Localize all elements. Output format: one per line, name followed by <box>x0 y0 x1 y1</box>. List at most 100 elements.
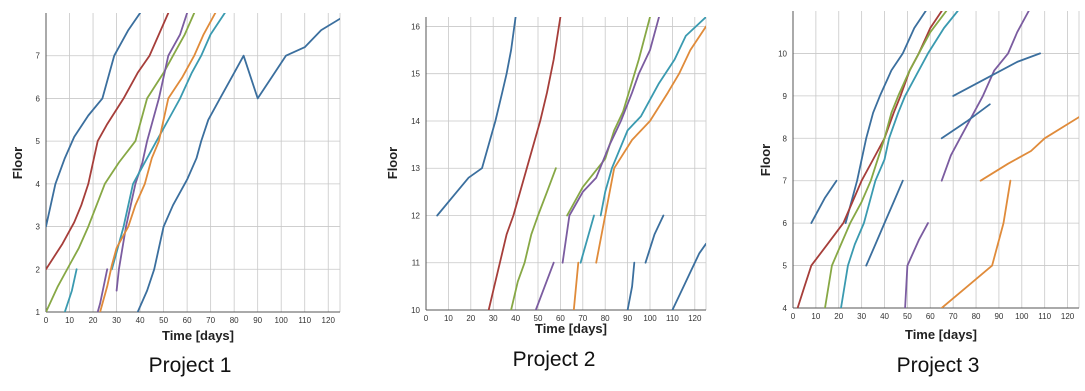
series-line-7 <box>671 242 706 310</box>
x-axis-label: Time [days] <box>162 328 234 343</box>
x-tick-label: 0 <box>44 316 49 325</box>
y-tick-label: 1 <box>36 308 41 317</box>
y-tick-label: 4 <box>783 304 788 313</box>
x-tick-label: 50 <box>534 314 543 323</box>
y-tick-label: 12 <box>411 211 420 220</box>
series-line-6 <box>940 103 991 140</box>
x-tick-label: 110 <box>1038 312 1051 321</box>
series-line-7 <box>626 261 636 310</box>
x-tick-label: 40 <box>511 314 520 323</box>
x-tick-label: 60 <box>926 312 935 321</box>
x-tick-label: 60 <box>183 316 192 325</box>
series-line-6 <box>595 25 706 264</box>
series-line-4 <box>96 268 109 312</box>
x-tick-label: 90 <box>994 312 1003 321</box>
series-line-4 <box>940 11 1030 182</box>
series-line-3 <box>46 13 196 312</box>
series-line-5 <box>111 13 226 271</box>
x-tick-label: 60 <box>556 314 565 323</box>
series-line-1 <box>436 17 517 217</box>
x-axis-label: Time [days] <box>905 327 977 342</box>
y-tick-label: 6 <box>36 94 41 103</box>
x-tick-label: 80 <box>972 312 981 321</box>
series-line-7 <box>940 179 1012 308</box>
y-axis-label: Floor <box>10 147 25 180</box>
series-line-7 <box>644 214 665 264</box>
series-group <box>436 17 706 310</box>
chart-project-3: 0 10 20 30 40 50 60 70 80 90 100 110 120 4 5 6 7 8 9 10 Time… <box>758 11 1080 342</box>
y-tick-label: 10 <box>778 49 787 58</box>
series-line-4 <box>534 261 555 310</box>
x-tick-label: 30 <box>489 314 498 323</box>
x-tick-label: 80 <box>601 314 610 323</box>
series-line-4 <box>904 222 929 308</box>
series-line-7 <box>136 17 340 312</box>
x-tick-label: 10 <box>811 312 820 321</box>
x-tick-label: 20 <box>834 312 843 321</box>
x-tick-label: 10 <box>65 316 74 325</box>
x-tick-label: 0 <box>424 314 429 323</box>
series-line-2 <box>487 17 562 310</box>
series-line-5 <box>63 268 78 312</box>
series-line-3 <box>824 11 948 308</box>
x-tick-label: 100 <box>1015 312 1029 321</box>
y-tick-label: 6 <box>783 219 788 228</box>
y-tick-label: 15 <box>411 70 420 79</box>
y-tick-label: 4 <box>36 180 41 189</box>
x-tick-label: 70 <box>578 314 587 323</box>
series-line-7 <box>979 116 1079 182</box>
y-tick-label: 16 <box>411 22 420 31</box>
x-tick-label: 100 <box>643 314 657 323</box>
series-line-1 <box>844 11 927 225</box>
y-tick-label: 5 <box>783 262 788 271</box>
x-tick-label: 40 <box>136 316 145 325</box>
x-tick-label: 50 <box>159 316 168 325</box>
x-tick-label: 30 <box>857 312 866 321</box>
x-tick-label: 70 <box>206 316 215 325</box>
y-tick-label: 7 <box>783 177 788 186</box>
series-group <box>46 13 340 312</box>
x-tick-label: 30 <box>112 316 121 325</box>
series-line-3 <box>566 17 651 217</box>
series-group <box>796 11 1079 308</box>
y-tick-label: 8 <box>783 134 788 143</box>
x-axis-label: Time [days] <box>535 321 607 336</box>
series-line-4 <box>561 17 660 264</box>
y-tick-label: 10 <box>411 306 420 315</box>
x-tick-label: 0 <box>791 312 796 321</box>
series-line-5 <box>840 11 959 308</box>
series-line-6 <box>572 261 580 310</box>
x-tick-label: 80 <box>230 316 239 325</box>
x-tick-label: 40 <box>880 312 889 321</box>
x-tick-label: 90 <box>623 314 632 323</box>
x-tick-label: 50 <box>903 312 912 321</box>
y-tick-label: 14 <box>411 117 420 126</box>
grid <box>425 17 707 311</box>
caption-project-2: Project 2 <box>513 348 596 371</box>
series-line-5 <box>599 17 706 217</box>
caption-project-3: Project 3 <box>897 354 980 377</box>
y-tick-label: 7 <box>36 52 41 61</box>
y-axis-label: Floor <box>385 147 400 180</box>
x-tick-label: 110 <box>666 314 679 323</box>
caption-project-1: Project 1 <box>149 354 232 377</box>
x-tick-label: 90 <box>253 316 262 325</box>
series-line-2 <box>796 11 943 308</box>
x-tick-label: 120 <box>688 314 702 323</box>
y-tick-label: 3 <box>36 223 41 232</box>
x-tick-label: 120 <box>1061 312 1075 321</box>
y-axis-label: Floor <box>758 144 773 177</box>
chart-project-1: 0 10 20 30 40 50 60 70 80 90 100 110 120 1 2 3 4 5 6 7 Time … <box>10 13 341 343</box>
series-line-1 <box>46 13 142 228</box>
series-line-3 <box>510 167 557 310</box>
series-line-4 <box>115 13 189 292</box>
y-tick-label: 11 <box>412 259 421 268</box>
y-tick-label: 2 <box>36 265 41 274</box>
x-tick-label: 10 <box>444 314 453 323</box>
series-line-1 <box>810 179 838 225</box>
series-line-2 <box>46 13 170 271</box>
series-line-6 <box>865 179 904 267</box>
y-tick-label: 9 <box>783 92 788 101</box>
series-line-6 <box>99 13 217 312</box>
